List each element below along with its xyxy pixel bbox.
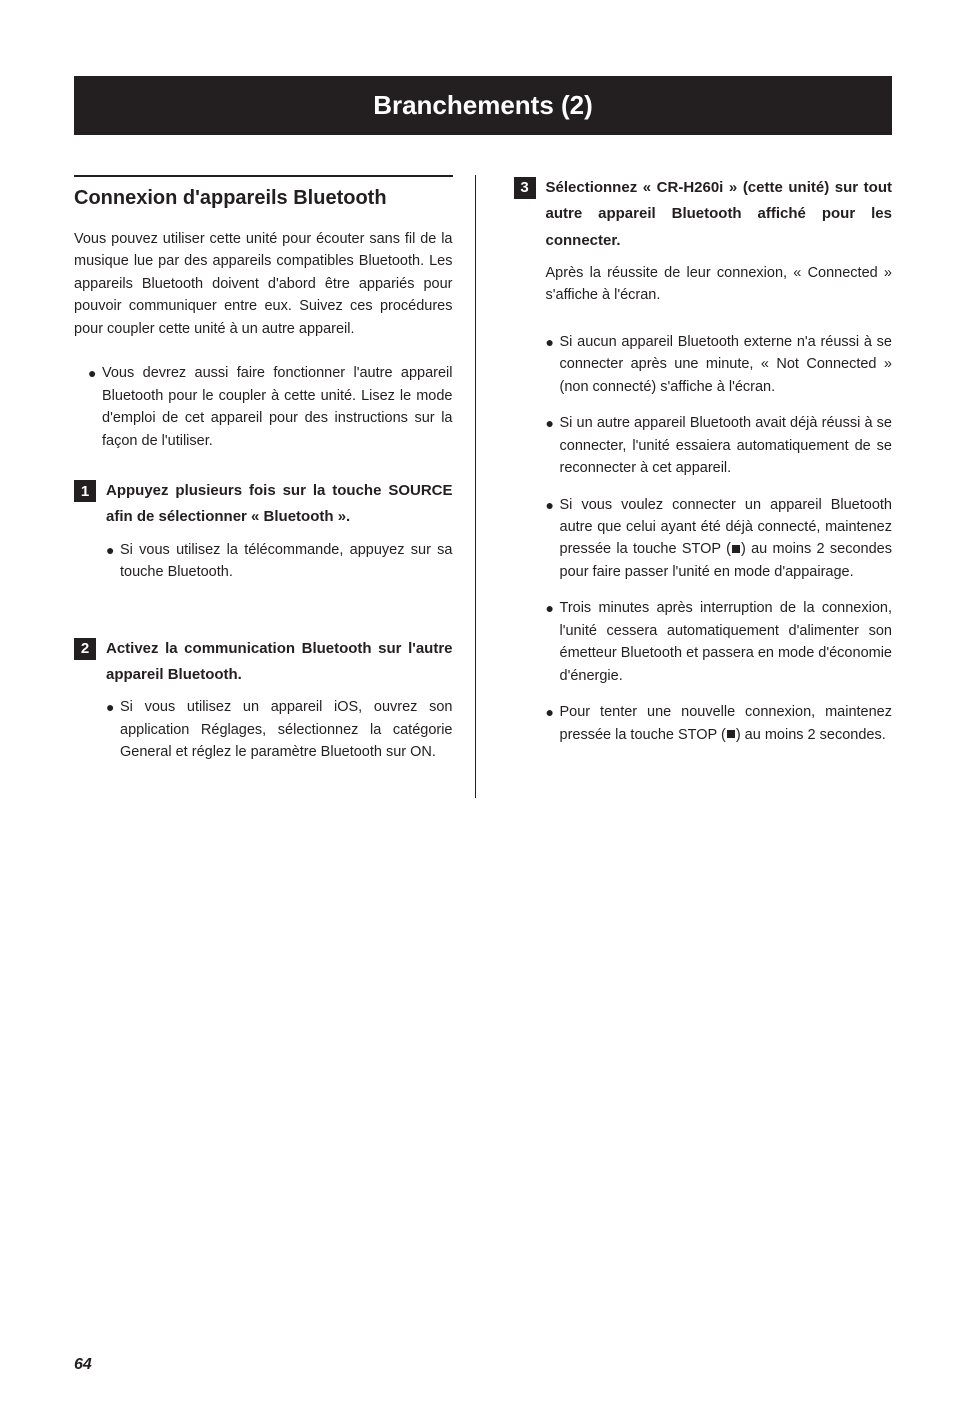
step-3-bullet-4-text: Trois minutes après interruption de la c… — [560, 597, 893, 687]
step-3-bullet-3-text: Si vous voulez connecter un appareil Blu… — [560, 494, 893, 584]
step-2-body: ● Si vous utilisez un appareil iOS, ouvr… — [106, 696, 453, 763]
step-3-number: 3 — [514, 177, 536, 199]
stop-icon — [727, 730, 735, 738]
step-3-bullets: ● Si aucun appareil Bluetooth externe n'… — [546, 331, 893, 747]
step-2-title: Activez la communication Bluetooth sur l… — [106, 636, 453, 689]
step-1-number: 1 — [74, 480, 96, 502]
step-3-bullet-3: ● Si vous voulez connecter un appareil B… — [546, 494, 893, 584]
bullet-icon: ● — [88, 362, 102, 452]
step-1-header: 1 Appuyez plusieurs fois sur la touche S… — [74, 478, 453, 531]
step-3-bullet-2: ● Si un autre appareil Bluetooth avait d… — [546, 412, 893, 479]
content-area: Connexion d'appareils Bluetooth Vous pou… — [74, 175, 892, 798]
intro-paragraph: Vous pouvez utiliser cette unité pour éc… — [74, 228, 453, 340]
page-header: Branchements (2) — [74, 76, 892, 135]
step-3-title: Sélectionnez « CR-H260i » (cette unité) … — [546, 175, 893, 254]
step-3-bullet-2-text: Si un autre appareil Bluetooth avait déj… — [560, 412, 893, 479]
header-title: Branchements (2) — [373, 90, 593, 120]
stop-icon — [732, 545, 740, 553]
step-3: 3 Sélectionnez « CR-H260i » (cette unité… — [514, 175, 893, 746]
step-3-bullet-4: ● Trois minutes après interruption de la… — [546, 597, 893, 687]
step-3-bullet-5-text: Pour tenter une nouvelle connexion, main… — [560, 701, 893, 746]
step-2: 2 Activez la communication Bluetooth sur… — [74, 636, 453, 764]
bullet-icon: ● — [546, 494, 560, 584]
step-3-bullet-1-text: Si aucun appareil Bluetooth externe n'a … — [560, 331, 893, 398]
step-2-bullet: ● Si vous utilisez un appareil iOS, ouvr… — [106, 696, 453, 763]
top-bullet-text: Vous devrez aussi faire fonctionner l'au… — [102, 362, 453, 452]
bullet-icon: ● — [106, 696, 120, 763]
step-3-bullet-5-post: ) au moins 2 secondes. — [736, 727, 886, 743]
step-1: 1 Appuyez plusieurs fois sur la touche S… — [74, 478, 453, 583]
step-2-number: 2 — [74, 638, 96, 660]
bullet-icon: ● — [546, 597, 560, 687]
step-1-body: ● Si vous utilisez la télécommande, appu… — [106, 539, 453, 584]
page-number: 64 — [74, 1356, 92, 1374]
step-1-bullet: ● Si vous utilisez la télécommande, appu… — [106, 539, 453, 584]
step-3-bullet-5: ● Pour tenter une nouvelle connexion, ma… — [546, 701, 893, 746]
bullet-icon: ● — [546, 701, 560, 746]
section-title: Connexion d'appareils Bluetooth — [74, 175, 453, 214]
left-column: Connexion d'appareils Bluetooth Vous pou… — [74, 175, 476, 798]
right-column: 3 Sélectionnez « CR-H260i » (cette unité… — [506, 175, 893, 798]
step-3-after-text: Après la réussite de leur connexion, « C… — [546, 262, 893, 307]
step-3-bullet-1: ● Si aucun appareil Bluetooth externe n'… — [546, 331, 893, 398]
step-3-header: 3 Sélectionnez « CR-H260i » (cette unité… — [514, 175, 893, 254]
bullet-icon: ● — [546, 331, 560, 398]
step-2-bullet-text: Si vous utilisez un appareil iOS, ouvrez… — [120, 696, 453, 763]
bullet-icon: ● — [106, 539, 120, 584]
step-1-bullet-text: Si vous utilisez la télécommande, appuye… — [120, 539, 453, 584]
step-2-header: 2 Activez la communication Bluetooth sur… — [74, 636, 453, 689]
bullet-icon: ● — [546, 412, 560, 479]
top-bullet: ● Vous devrez aussi faire fonctionner l'… — [88, 362, 453, 452]
step-1-title: Appuyez plusieurs fois sur la touche SOU… — [106, 478, 453, 531]
